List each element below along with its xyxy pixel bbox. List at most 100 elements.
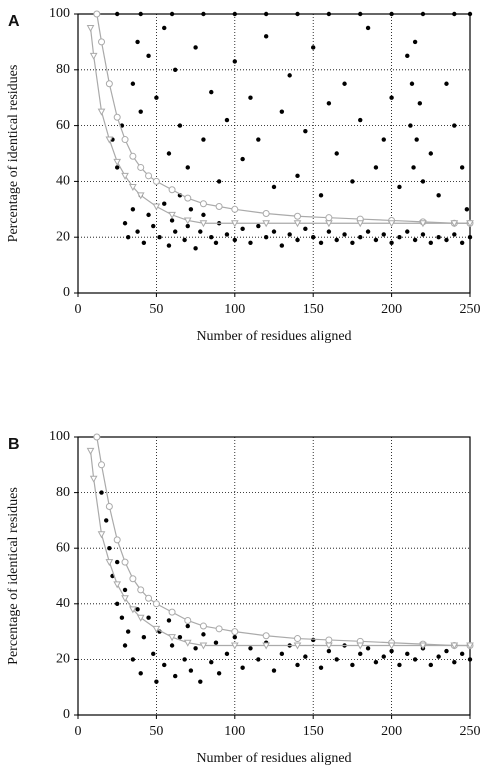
x-tick-label: 200	[381, 724, 402, 739]
point	[303, 128, 308, 134]
point	[199, 622, 207, 630]
point	[387, 220, 396, 228]
point	[342, 232, 347, 237]
point	[405, 53, 410, 59]
point	[224, 117, 230, 123]
point	[183, 217, 192, 225]
point	[162, 201, 167, 206]
point	[295, 237, 300, 243]
point	[173, 67, 178, 73]
point	[334, 151, 339, 156]
point	[373, 659, 379, 665]
point	[199, 200, 207, 208]
point	[409, 81, 415, 86]
y-tick-label: 0	[63, 707, 70, 722]
point	[436, 235, 441, 240]
point	[428, 240, 433, 245]
point	[311, 637, 316, 643]
point	[459, 165, 465, 170]
point	[224, 232, 230, 237]
point	[93, 433, 101, 441]
point	[459, 240, 465, 245]
point	[412, 39, 418, 45]
point	[303, 654, 308, 659]
point	[86, 24, 95, 32]
point	[420, 232, 426, 237]
point	[240, 226, 245, 232]
point	[263, 34, 269, 39]
point	[326, 229, 332, 234]
point	[115, 11, 120, 17]
point	[145, 594, 153, 602]
point	[213, 240, 219, 245]
point	[184, 194, 192, 202]
point	[325, 220, 333, 228]
point	[466, 642, 474, 650]
point	[381, 232, 386, 237]
point	[408, 123, 413, 128]
point	[248, 646, 253, 651]
point	[365, 25, 371, 31]
point	[209, 659, 214, 665]
point	[105, 559, 114, 567]
point	[428, 151, 433, 156]
point	[240, 156, 245, 162]
point	[444, 81, 449, 86]
plot-frame	[77, 13, 471, 294]
point	[358, 117, 363, 123]
point	[231, 205, 239, 213]
point	[293, 642, 302, 650]
y-tick-label: 80	[56, 62, 70, 77]
y-tick-label: 60	[56, 118, 70, 133]
point	[199, 220, 208, 228]
point	[303, 226, 308, 232]
point	[137, 163, 145, 171]
point	[136, 192, 145, 200]
curve	[96, 13, 470, 224]
point	[325, 636, 333, 644]
point	[154, 95, 159, 100]
point	[209, 235, 214, 240]
point	[358, 651, 363, 657]
x-tick-label: 50	[149, 302, 163, 317]
point	[107, 546, 112, 551]
point	[115, 165, 120, 170]
point	[231, 628, 239, 636]
point	[168, 634, 176, 642]
point	[115, 559, 120, 565]
point	[136, 614, 145, 622]
point	[262, 209, 270, 217]
point	[183, 639, 192, 647]
point	[201, 137, 206, 142]
point	[467, 657, 473, 662]
point	[389, 648, 394, 654]
point	[389, 11, 394, 17]
y-axis-label: Percentage of identical residues	[6, 65, 21, 243]
point	[152, 203, 161, 211]
point	[419, 642, 427, 650]
point	[240, 665, 245, 670]
point	[157, 235, 162, 240]
point	[182, 237, 187, 243]
point	[271, 668, 277, 673]
point	[135, 607, 140, 612]
point	[151, 651, 156, 657]
point	[256, 657, 261, 662]
point	[389, 95, 394, 100]
point	[262, 642, 271, 650]
point	[350, 240, 355, 245]
point	[201, 632, 206, 637]
point	[173, 673, 178, 679]
point	[146, 615, 151, 620]
point	[358, 11, 363, 17]
point	[169, 643, 175, 648]
point	[129, 575, 137, 583]
point	[130, 657, 136, 662]
point	[185, 623, 190, 629]
point	[397, 184, 402, 190]
point	[295, 11, 300, 17]
point	[365, 646, 371, 651]
x-tick-label: 100	[224, 724, 245, 739]
point	[358, 235, 363, 240]
point	[93, 10, 101, 18]
